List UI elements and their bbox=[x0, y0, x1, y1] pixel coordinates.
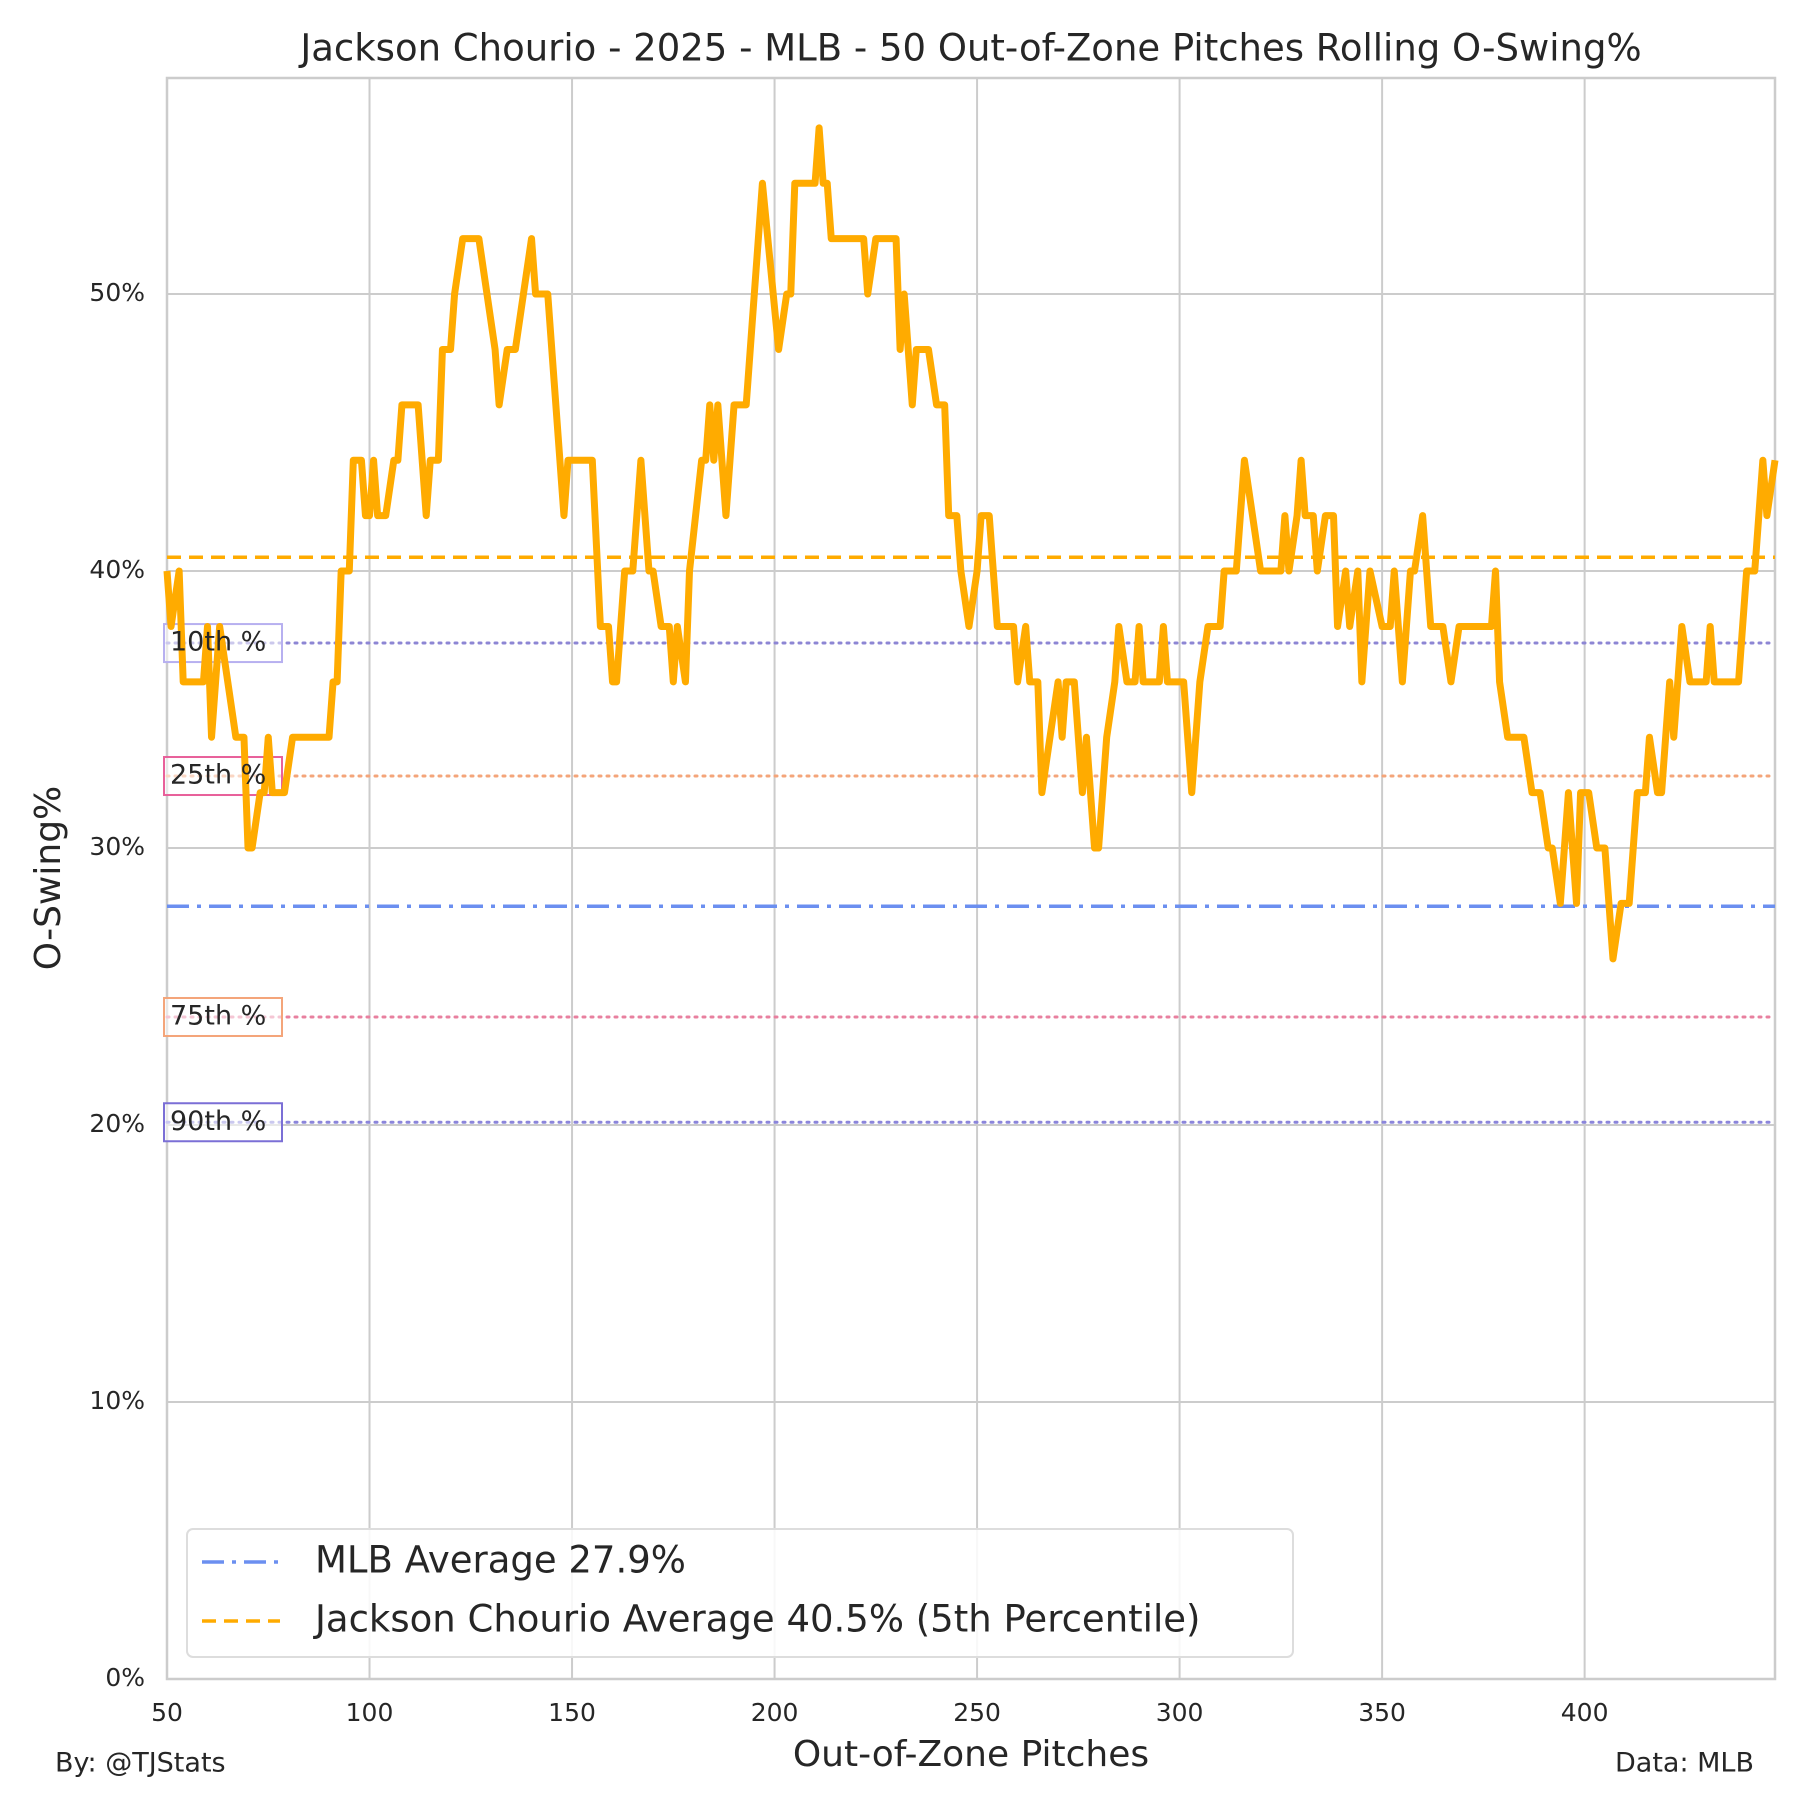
x-tick-label: 200 bbox=[751, 1698, 799, 1727]
percentile-label: 90th % bbox=[170, 1106, 266, 1137]
y-tick-label: 10% bbox=[89, 1386, 145, 1415]
percentile-label: 25th % bbox=[170, 760, 266, 791]
x-tick-label: 150 bbox=[548, 1698, 596, 1727]
y-tick-label: 20% bbox=[89, 1109, 145, 1138]
y-axis-label: O-Swing% bbox=[28, 786, 69, 971]
x-axis-label: Out-of-Zone Pitches bbox=[793, 1734, 1149, 1775]
x-tick-label: 400 bbox=[1561, 1698, 1609, 1727]
x-tick-label: 100 bbox=[346, 1698, 394, 1727]
x-tick-label: 50 bbox=[151, 1698, 183, 1727]
y-tick-label: 0% bbox=[105, 1663, 145, 1692]
x-tick-label: 350 bbox=[1358, 1698, 1406, 1727]
plot-frame bbox=[165, 76, 1777, 1681]
chart-title: Jackson Chourio - 2025 - MLB - 50 Out-of… bbox=[298, 27, 1641, 70]
y-tick-label: 40% bbox=[89, 555, 145, 584]
percentile-label: 75th % bbox=[170, 1000, 266, 1031]
x-tick-label: 300 bbox=[1156, 1698, 1204, 1727]
credit: By: @TJStats bbox=[55, 1748, 226, 1779]
legend-label: MLB Average 27.9% bbox=[315, 1539, 686, 1582]
x-tick-label: 250 bbox=[953, 1698, 1001, 1727]
percentile-box bbox=[163, 1102, 283, 1143]
legend-box bbox=[186, 1528, 1294, 1658]
legend-label: Jackson Chourio Average 40.5% (5th Perce… bbox=[313, 1598, 1200, 1641]
y-tick-label: 50% bbox=[89, 278, 145, 307]
y-tick-label: 30% bbox=[89, 832, 145, 861]
source: Data: MLB bbox=[1615, 1748, 1754, 1779]
percentile-box bbox=[163, 996, 283, 1037]
data-line bbox=[163, 124, 1779, 963]
percentile-label: 10th % bbox=[170, 627, 266, 658]
